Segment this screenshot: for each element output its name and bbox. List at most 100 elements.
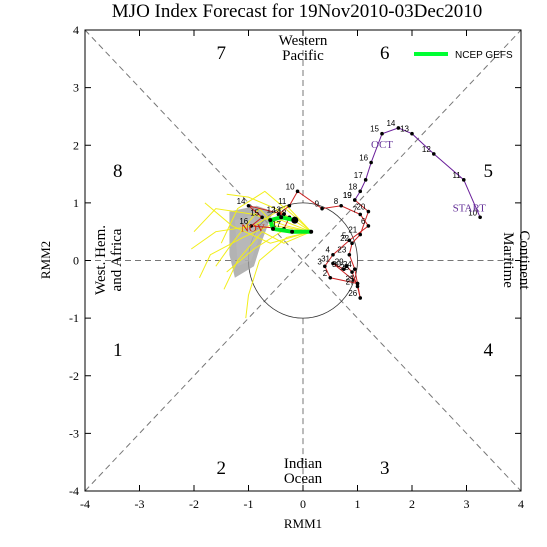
series-point	[355, 284, 360, 289]
diagonal-guide	[84, 29, 522, 492]
day-label: 11	[278, 197, 287, 206]
day-label: 30	[332, 260, 341, 269]
series-point	[295, 189, 300, 194]
ensemble-spread-shade	[234, 214, 260, 267]
series-point	[366, 209, 371, 214]
series-point	[352, 198, 357, 202]
region-label: Indian	[284, 456, 323, 472]
day-label: 28	[340, 263, 349, 272]
x-tick-label: -1	[244, 497, 254, 511]
x-tick-label: 3	[464, 497, 470, 511]
x-axis-label: RMM1	[284, 516, 322, 531]
series-point	[342, 267, 346, 271]
y-tick-label: -2	[69, 369, 79, 383]
series-point	[249, 224, 254, 228]
ensemble-member-track	[245, 231, 312, 319]
series-point	[260, 215, 264, 220]
day-label: 11	[452, 171, 461, 180]
x-tick-label: -3	[135, 497, 145, 511]
day-label: 10	[468, 208, 477, 217]
forecast-mean-point	[291, 216, 299, 224]
diagonal-guide	[84, 29, 522, 492]
day-label: 29	[335, 257, 344, 266]
phase-number: 6	[380, 43, 390, 64]
series-point	[331, 252, 335, 257]
annotation-label: START	[453, 203, 487, 215]
series-line	[354, 127, 481, 218]
day-label: 18	[277, 208, 286, 217]
series-point	[355, 281, 360, 286]
y-tick-label: -3	[69, 426, 79, 440]
day-label: 10	[286, 182, 295, 191]
y-tick-label: 0	[73, 254, 79, 268]
day-label: 7	[353, 205, 358, 214]
ensemble-member-track	[193, 208, 312, 233]
region-label: Continent	[516, 230, 532, 290]
day-label: 17	[272, 220, 281, 229]
day-label: 3	[317, 257, 322, 266]
ensemble-spread	[190, 190, 312, 319]
observed-series: 1011121314151617181919202122232425262728…	[237, 119, 482, 300]
series-point	[276, 212, 281, 217]
series-point	[350, 241, 354, 246]
series-point	[358, 296, 363, 300]
annotation-label: OCT	[371, 139, 393, 151]
day-label: 13	[272, 205, 281, 214]
y-tick-label: 3	[73, 81, 79, 95]
series-point	[358, 232, 363, 237]
x-tick-label: 2	[409, 497, 415, 511]
series-point	[350, 270, 354, 274]
series-point	[331, 261, 335, 266]
legend: NCEP GEFS	[414, 50, 513, 61]
day-label: 15	[250, 208, 259, 217]
x-tick-label: -2	[189, 497, 199, 511]
forecast-mean-point	[268, 218, 273, 223]
ensemble-member-track	[198, 219, 312, 279]
forecast-mean-line	[267, 215, 312, 234]
chart-title: MJO Index Forecast for 19Nov2010-03Dec20…	[112, 1, 482, 22]
day-label: 4	[326, 246, 331, 255]
day-label: 17	[354, 171, 363, 180]
series-point	[410, 131, 414, 136]
series-point	[380, 131, 384, 136]
day-label: 23	[337, 246, 346, 255]
series-point	[369, 160, 373, 165]
day-label: 14	[386, 119, 395, 128]
region-label: and Africa	[109, 228, 125, 291]
series-point	[323, 264, 327, 269]
day-label: 25	[346, 275, 355, 284]
series-point	[432, 152, 436, 156]
day-label: 15	[370, 125, 379, 134]
series-point	[328, 275, 333, 280]
day-label: 16	[239, 217, 248, 226]
region-label: West. Hem.	[93, 225, 109, 295]
series-point	[246, 203, 251, 208]
x-tick-label: -4	[80, 497, 90, 511]
y-tick-label: -4	[69, 484, 79, 498]
region-label: Maritime	[500, 232, 516, 288]
day-label: 24	[343, 260, 352, 269]
day-label: 31	[321, 254, 330, 263]
day-label: 19	[343, 191, 352, 200]
forecast-mean-point	[271, 226, 276, 231]
region-label: Western	[279, 33, 328, 49]
series-point	[396, 126, 401, 130]
series-point	[352, 267, 357, 271]
series-point	[478, 215, 482, 220]
series-point	[358, 189, 363, 194]
day-label: 6	[361, 217, 366, 226]
day-label: 16	[359, 154, 368, 163]
phase-number: 1	[113, 340, 123, 361]
phase-number: 3	[380, 458, 390, 479]
day-label: 21	[348, 226, 357, 235]
ensemble-member-track	[220, 190, 312, 244]
y-tick-label: 4	[73, 23, 79, 37]
annotation-label: NOV	[241, 223, 265, 235]
phase-number: 4	[484, 340, 494, 361]
day-label: 13	[400, 125, 409, 134]
phase-number: 7	[217, 43, 227, 64]
forecast-mean-point	[309, 229, 314, 234]
